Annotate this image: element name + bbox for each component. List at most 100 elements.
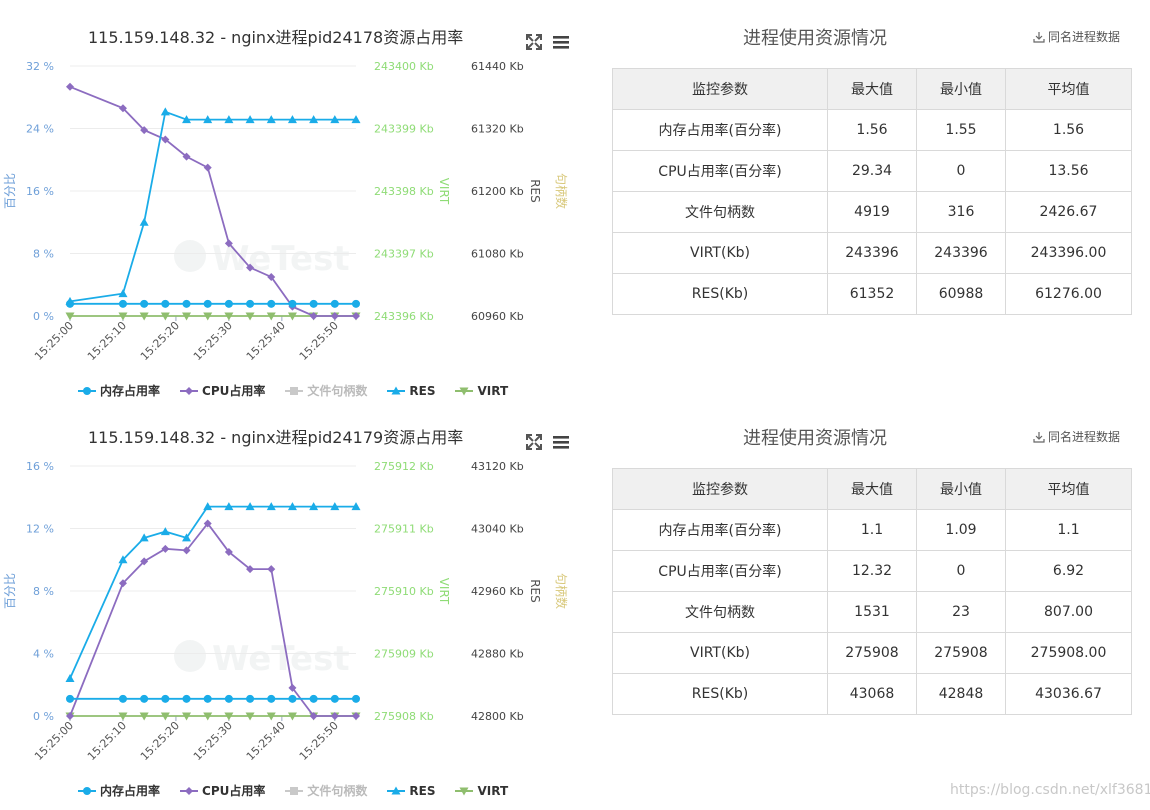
table-row: VIRT(Kb) 275908 275908 275908.00: [612, 632, 1132, 674]
data-point: [224, 694, 233, 703]
left-tick-label: 4 %: [33, 648, 54, 661]
handles-axis-title: 句柄数: [554, 573, 569, 609]
data-point: [203, 712, 213, 721]
data-point: [66, 712, 74, 720]
data-point: [266, 712, 276, 721]
legend-marker-icon: [180, 386, 199, 395]
legend-label: 内存占用率: [100, 384, 161, 398]
data-point: [330, 115, 340, 124]
data-point: [118, 312, 128, 321]
left-tick-label: 8 %: [33, 248, 54, 261]
data-point: [246, 263, 255, 272]
virt-tick-label: 275908 Kb: [374, 710, 434, 723]
x-tick-label: 15:25:00: [32, 319, 76, 363]
data-point: [246, 694, 255, 703]
table-header-row: 监控参数 最大值 最小值 平均值: [612, 468, 1132, 510]
data-point: [65, 674, 75, 682]
cell: 1.1: [827, 509, 917, 551]
data-point: [245, 312, 255, 321]
fullscreen-icon[interactable]: [524, 432, 544, 452]
handles-axis-title: 句柄数: [554, 173, 569, 209]
data-point: [182, 546, 191, 555]
table-row: RES(Kb) 43068 42848 43036.67: [612, 673, 1132, 715]
data-point: [118, 555, 128, 564]
download-icon: [1033, 31, 1045, 43]
x-tick-label: 15:25:40: [244, 319, 288, 363]
legend-item[interactable]: 文件句柄数: [285, 782, 367, 799]
cell: 275908: [916, 632, 1006, 674]
data-point: [266, 312, 276, 321]
data-point: [182, 712, 192, 721]
data-point: [245, 115, 255, 124]
legend-item[interactable]: RES: [387, 382, 435, 399]
virt-tick-label: 275909 Kb: [374, 648, 434, 661]
data-point: [351, 115, 361, 124]
table-row: 文件句柄数 4919 316 2426.67: [612, 191, 1132, 233]
legend-marker: [83, 386, 91, 395]
cell: VIRT(Kb): [612, 632, 828, 674]
legend-item[interactable]: RES: [387, 782, 435, 799]
menu-icon[interactable]: [551, 432, 571, 452]
cell: 243396.00: [1005, 232, 1132, 274]
legend-item[interactable]: 内存占用率: [78, 782, 160, 799]
download-same-process-button[interactable]: 同名进程数据: [1033, 28, 1120, 45]
data-point: [139, 712, 149, 721]
table-row: CPU占用率(百分率) 12.32 0 6.92: [612, 550, 1132, 592]
data-point: [351, 502, 361, 511]
x-tick-label: 15:25:10: [85, 319, 129, 363]
legend-item[interactable]: CPU占用率: [180, 782, 265, 799]
left-tick-label: 24 %: [26, 123, 54, 136]
logo-text: WeTest: [212, 239, 350, 279]
data-point: [66, 694, 74, 703]
data-point: [65, 312, 75, 321]
legend-marker-icon: [180, 786, 199, 795]
data-point: [330, 299, 339, 308]
fullscreen-icon[interactable]: [524, 32, 544, 52]
legend-item[interactable]: VIRT: [455, 382, 508, 399]
res-tick-label: 42880 Kb: [471, 648, 524, 661]
wetest-logo: WeTest: [174, 239, 350, 279]
cell: 1.09: [916, 509, 1006, 551]
virt-tick-label: 275911 Kb: [374, 523, 434, 536]
legend-item[interactable]: 文件句柄数: [285, 382, 367, 399]
data-point: [245, 712, 255, 721]
download-same-process-button[interactable]: 同名进程数据: [1033, 428, 1120, 445]
virt-tick-label: 243398 Kb: [374, 185, 434, 198]
legend-marker: [290, 786, 299, 795]
header-max: 最大值: [827, 468, 917, 510]
data-point: [246, 565, 255, 574]
menu-icon[interactable]: [551, 32, 571, 52]
x-tick-label: 15:25:30: [191, 719, 235, 763]
table-row: RES(Kb) 61352 60988 61276.00: [612, 273, 1132, 315]
data-point: [161, 694, 170, 703]
data-point: [140, 557, 149, 566]
legend-label: RES: [409, 383, 436, 398]
cell: 0: [916, 150, 1006, 192]
left-tick-label: 0 %: [33, 310, 54, 323]
chart-title: 115.159.148.32 - nginx进程pid24178资源占用率: [88, 28, 464, 47]
data-point: [330, 712, 339, 720]
data-point: [352, 312, 360, 320]
legend-marker: [83, 786, 91, 795]
data-point: [245, 502, 255, 511]
data-point: [118, 299, 127, 308]
header-param: 监控参数: [612, 68, 828, 110]
legend-label: CPU占用率: [202, 784, 266, 798]
data-point: [224, 299, 233, 308]
data-point: [161, 544, 170, 553]
data-point: [246, 299, 255, 308]
cell: 61276.00: [1005, 273, 1132, 315]
cell: 文件句柄数: [612, 591, 828, 633]
cell: 275908.00: [1005, 632, 1132, 674]
legend-item[interactable]: VIRT: [455, 782, 508, 799]
legend-item[interactable]: CPU占用率: [180, 382, 265, 399]
left-tick-label: 0 %: [33, 710, 54, 723]
resource-stats-table: 监控参数 最大值 最小值 平均值 内存占用率(百分率) 1.56 1.55 1.56 …: [612, 68, 1132, 315]
legend-item[interactable]: 内存占用率: [78, 382, 160, 399]
download-icon: [1033, 431, 1045, 443]
data-point: [266, 502, 276, 511]
data-point: [139, 533, 149, 542]
cell: 807.00: [1005, 591, 1132, 633]
cell: 275908: [827, 632, 917, 674]
data-point: [203, 163, 212, 172]
